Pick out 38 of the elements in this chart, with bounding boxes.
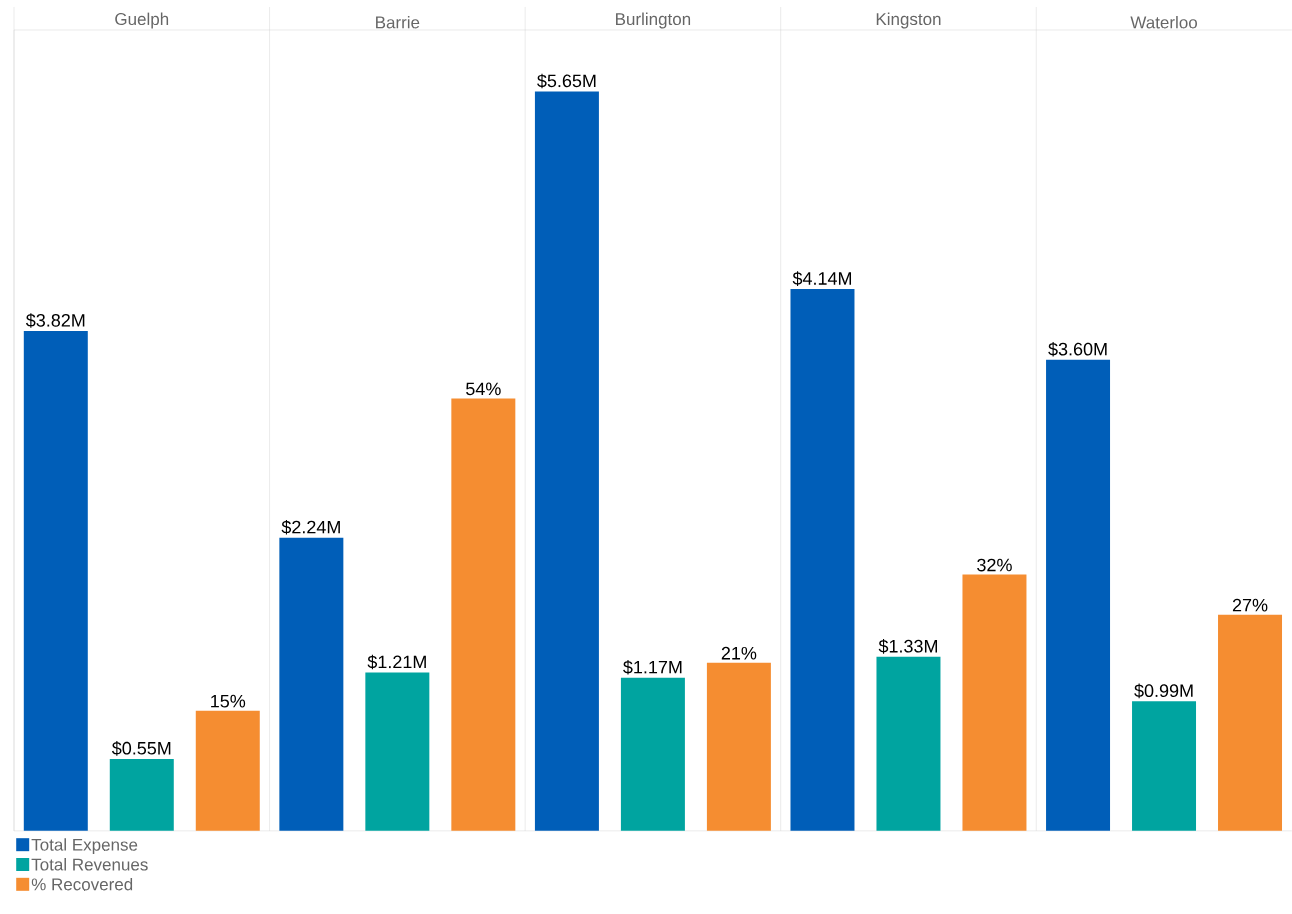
- data-label: $3.60M: [1048, 342, 1107, 357]
- bar: [962, 574, 1027, 831]
- bar: [109, 758, 174, 831]
- bar: [876, 656, 941, 831]
- data-label: $4.14M: [792, 271, 852, 286]
- bar: [23, 331, 88, 831]
- bar: [790, 289, 855, 831]
- data-label: $5.65M: [537, 73, 596, 89]
- x-tick-label: Barrie: [376, 16, 420, 29]
- x-tick-label: Guelph: [115, 12, 169, 29]
- legend-label: Total Expense: [31, 838, 138, 855]
- x-tick-label: Burlington: [616, 12, 691, 29]
- data-label: $1.33M: [878, 639, 937, 654]
- bar: [620, 677, 685, 831]
- data-label: $3.82M: [25, 313, 85, 328]
- x-tick-label: Waterloo: [1130, 16, 1197, 29]
- data-label: 32%: [977, 558, 1012, 572]
- legend-label: Total Revenues: [31, 858, 148, 871]
- data-label: 27%: [1232, 598, 1268, 612]
- data-label: $0.55M: [111, 741, 171, 756]
- data-label: 21%: [721, 646, 757, 660]
- bar: [534, 91, 599, 831]
- data-label: $2.24M: [281, 520, 340, 535]
- bar: [451, 398, 516, 831]
- data-label: 54%: [466, 382, 501, 396]
- bar: [195, 710, 260, 831]
- data-label: $0.99M: [1134, 683, 1193, 699]
- bar: [1218, 614, 1283, 831]
- bar: [279, 537, 344, 831]
- x-tick-label: Kingston: [876, 12, 941, 29]
- data-label: 15%: [211, 694, 246, 708]
- bar: [365, 672, 430, 831]
- bar: [1132, 701, 1197, 831]
- bar: [706, 662, 771, 831]
- bar: [1046, 359, 1111, 831]
- data-label: $1.17M: [623, 660, 682, 675]
- legend-label: % Recovered: [31, 877, 133, 891]
- data-label: $1.21M: [367, 654, 426, 670]
